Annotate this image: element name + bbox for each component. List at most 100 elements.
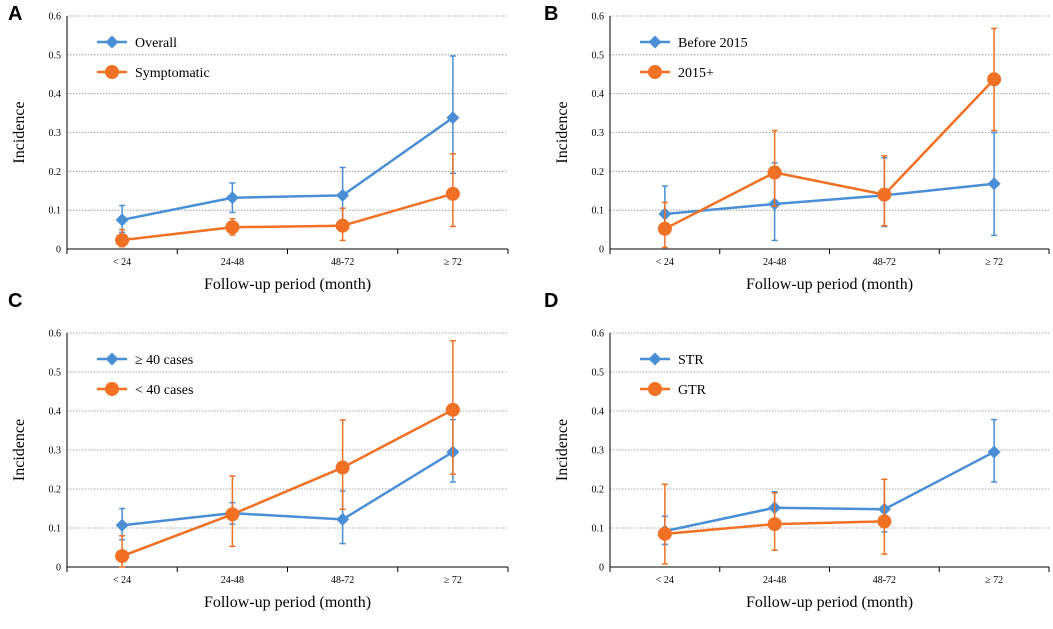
series-symptomatic [115, 153, 460, 248]
data-point-circle [877, 514, 892, 529]
x-tick-label: 48-72 [873, 575, 896, 586]
y-axis-title: Incidence [11, 419, 28, 481]
x-tick-label: ≥ 72 [444, 575, 462, 586]
x-axis-title: Follow-up period (month) [204, 594, 371, 611]
series-line [664, 78, 996, 230]
x-axis-title: Follow-up period (month) [746, 594, 913, 611]
legend: Before 2015 2015+ [640, 35, 748, 81]
panel-letter-c: C [8, 290, 22, 312]
series-overall [115, 55, 460, 234]
y-tick-label: 0.4 [592, 407, 605, 418]
x-tick-label: 48-72 [331, 575, 354, 586]
legend-label: GTR [678, 383, 707, 398]
legend-label: < 40 cases [135, 383, 193, 398]
y-tick-label: 0.2 [592, 485, 605, 496]
data-point-circle [767, 165, 782, 180]
data-point-diamond [115, 518, 129, 532]
y-tick-label: 0.2 [49, 485, 62, 496]
legend-label: 2015+ [678, 66, 714, 81]
data-point-circle [767, 517, 782, 532]
chart-panel-d: 0 0.1 0.2 0.3 0.4 0.5 0.6 < 24 24-48 48-72 ≥ 72 Fol… [554, 329, 1050, 611]
y-tick-label: 0.6 [49, 12, 62, 23]
x-tick-label: 24-48 [221, 575, 244, 586]
x-tick-label: ≥ 72 [985, 575, 1003, 586]
x-tick-label: 48-72 [873, 257, 896, 268]
data-point-circle [445, 402, 460, 417]
y-tick-label: 0.1 [49, 524, 62, 535]
series-gtr [657, 478, 892, 565]
x-axis-title: Follow-up period (month) [746, 276, 913, 293]
y-tick-label: 0.4 [49, 89, 62, 100]
y-tick-label: 0.5 [49, 368, 62, 379]
legend-marker-diamond [648, 352, 662, 366]
legend-marker-circle [105, 382, 119, 396]
x-tick-label: < 24 [656, 257, 674, 268]
series-ge-40-cases [115, 418, 460, 545]
y-tick-label: 0 [599, 245, 604, 256]
y-tick-label: 0.3 [592, 446, 605, 457]
data-point-diamond [987, 177, 1001, 191]
data-point-diamond [446, 111, 460, 125]
y-tick-label: 0.3 [49, 128, 62, 139]
legend-label: ≥ 40 cases [135, 353, 193, 368]
legend: STR GTR [640, 352, 707, 398]
y-tick-label: 0.6 [592, 12, 605, 23]
y-tick-label: 0.4 [49, 407, 62, 418]
chart-panel-a: 0 0.1 0.2 0.3 0.4 0.5 0.6 < 24 24-48 48-72 ≥ 72 Fol… [11, 12, 509, 293]
series-line [121, 450, 454, 527]
series-line [664, 182, 995, 216]
x-tick-label: ≥ 72 [985, 257, 1003, 268]
y-axis-title: Incidence [554, 101, 571, 163]
data-point-circle [335, 218, 350, 233]
legend-label: STR [678, 353, 704, 368]
chart-panel-c: 0 0.1 0.2 0.3 0.4 0.5 0.6 < 24 24-48 48-72 ≥ 72 Fol… [11, 329, 509, 611]
data-point-circle [225, 507, 240, 522]
y-tick-label: 0 [599, 563, 604, 574]
data-point-circle [445, 186, 460, 201]
legend-label: Symptomatic [135, 66, 210, 81]
x-tick-label: 24-48 [763, 257, 786, 268]
x-tick-label: < 24 [656, 575, 674, 586]
chart-panel-b: 0 0.1 0.2 0.3 0.4 0.5 0.6 < 24 24-48 48-72 ≥ 72 Fol… [554, 12, 1050, 293]
panel-letter-b: B [544, 3, 558, 25]
legend-label: Overall [135, 36, 177, 51]
legend-marker-circle [648, 65, 662, 79]
series-line [121, 116, 454, 222]
series-line [121, 408, 454, 558]
data-point-diamond [336, 188, 350, 202]
y-tick-label: 0.3 [592, 128, 605, 139]
data-point-diamond [115, 213, 129, 227]
x-tick-label: < 24 [113, 257, 131, 268]
y-tick-label: 0.1 [592, 524, 605, 535]
legend-marker-circle [105, 65, 119, 79]
y-tick-label: 0.2 [49, 167, 62, 178]
series-line [121, 192, 454, 242]
legend-marker-diamond [105, 352, 119, 366]
y-tick-label: 0 [56, 563, 61, 574]
legend-marker-diamond [648, 35, 662, 49]
data-point-circle [115, 233, 130, 248]
x-tick-label: 24-48 [221, 257, 244, 268]
data-point-circle [657, 526, 672, 541]
data-point-circle [657, 221, 672, 236]
data-point-circle [987, 72, 1002, 87]
data-point-diamond [336, 512, 350, 526]
legend-marker-circle [648, 382, 662, 396]
x-tick-label: 48-72 [331, 257, 354, 268]
panel-letter-d: D [544, 290, 558, 312]
y-tick-label: 0 [56, 245, 61, 256]
series-2015plus [657, 27, 1002, 249]
y-axis-title: Incidence [11, 101, 28, 163]
legend: Overall Symptomatic [97, 35, 210, 81]
x-tick-label: 24-48 [763, 575, 786, 586]
data-point-circle [877, 187, 892, 202]
y-tick-label: 0.5 [592, 368, 605, 379]
x-tick-label: ≥ 72 [444, 257, 462, 268]
x-axis-title: Follow-up period (month) [204, 276, 371, 293]
series-str [658, 418, 1001, 546]
data-point-diamond [225, 191, 239, 205]
series-before-2015 [658, 131, 1001, 242]
y-tick-label: 0.5 [49, 50, 62, 61]
x-tick-label: < 24 [113, 575, 131, 586]
